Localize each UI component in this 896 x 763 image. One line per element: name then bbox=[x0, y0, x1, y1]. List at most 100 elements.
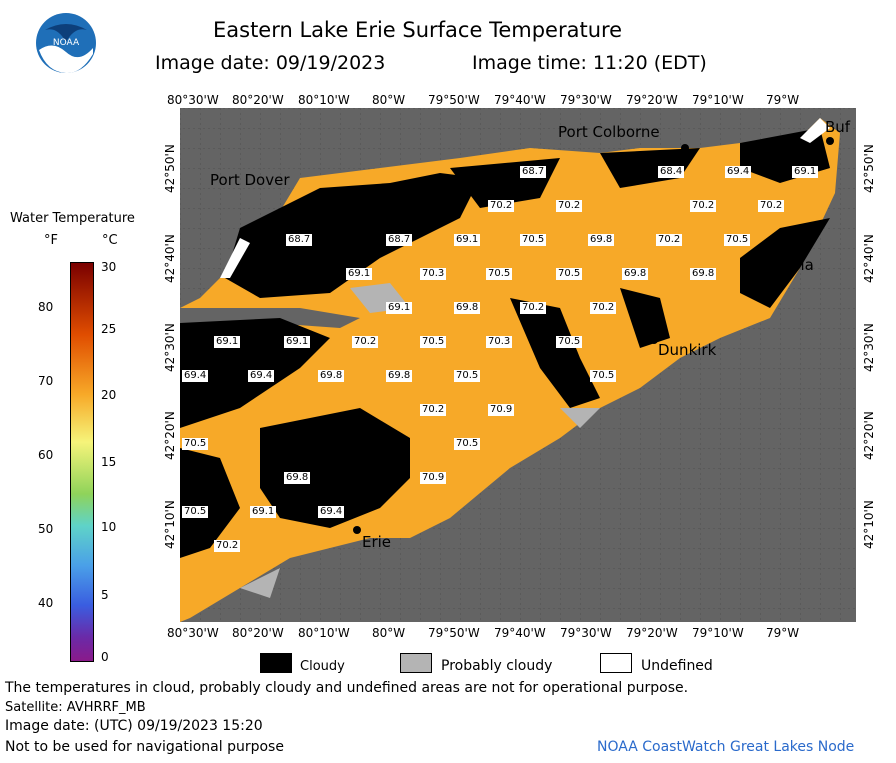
temp-label: 70.5 bbox=[182, 506, 209, 518]
footer-satellite: Satellite: AVHRRF_MB bbox=[5, 700, 146, 715]
temp-label: 70.5 bbox=[556, 336, 583, 348]
top-lon-tick: 79°W bbox=[766, 93, 800, 107]
city-label-erie: Erie bbox=[362, 533, 392, 551]
left-lat-tick: 42°20'N bbox=[163, 411, 177, 460]
legend-c-tick: 20 bbox=[101, 388, 117, 402]
city-label-buf: Buf bbox=[825, 118, 851, 136]
top-lon-tick: 79°30'W bbox=[560, 93, 612, 107]
bottom-lon-tick: 79°20'W bbox=[626, 626, 678, 640]
bottom-lon-tick: 79°10'W bbox=[692, 626, 744, 640]
page-title: Eastern Lake Erie Surface Temperature bbox=[213, 18, 623, 42]
top-lon-tick: 79°20'W bbox=[626, 93, 678, 107]
temp-label: 70.2 bbox=[656, 234, 683, 246]
probably-cloudy-label: Probably cloudy bbox=[441, 658, 553, 674]
footer-note: The temperatures in cloud, probably clou… bbox=[5, 680, 689, 696]
bottom-lon-tick: 79°30'W bbox=[560, 626, 612, 640]
temp-label: 70.9 bbox=[488, 404, 515, 416]
top-lon-tick: 80°20'W bbox=[232, 93, 284, 107]
legend-unit-c: °C bbox=[102, 233, 118, 248]
temp-label: 70.2 bbox=[520, 302, 547, 314]
temp-label: 70.5 bbox=[486, 268, 513, 280]
temp-label: 69.1 bbox=[284, 336, 311, 348]
legend-c-tick: 10 bbox=[101, 520, 117, 534]
temp-label: 70.2 bbox=[690, 200, 717, 212]
cloudy-swatch bbox=[260, 653, 292, 673]
temp-label: 70.5 bbox=[454, 438, 481, 450]
temp-label: 69.8 bbox=[622, 268, 649, 280]
cloudy-label: Cloudy bbox=[300, 659, 345, 674]
temp-label: 69.4 bbox=[248, 370, 275, 382]
temp-label: 70.3 bbox=[486, 336, 513, 348]
temp-label: 69.8 bbox=[454, 302, 481, 314]
temp-label: 69.1 bbox=[250, 506, 277, 518]
left-lat-tick: 42°40'N bbox=[163, 234, 177, 283]
temp-label: 69.8 bbox=[318, 370, 345, 382]
left-lat-tick: 42°10'N bbox=[163, 500, 177, 549]
legend-c-tick: 25 bbox=[101, 322, 117, 336]
temp-label: 70.5 bbox=[590, 370, 617, 382]
image-date: Image date: 09/19/2023 bbox=[155, 52, 386, 74]
temp-label: 68.7 bbox=[520, 166, 547, 178]
temp-label: 70.2 bbox=[556, 200, 583, 212]
legend-f-tick: 80 bbox=[38, 300, 54, 314]
temp-label: 70.9 bbox=[420, 472, 447, 484]
temp-label: 70.3 bbox=[420, 268, 447, 280]
right-lat-tick: 42°20'N bbox=[862, 411, 876, 460]
bottom-lon-tick: 80°20'W bbox=[232, 626, 284, 640]
image-time: Image time: 11:20 (EDT) bbox=[472, 52, 707, 74]
noaa-logo: NOAA bbox=[35, 12, 97, 74]
left-lat-tick: 42°30'N bbox=[163, 323, 177, 372]
temp-label: 70.2 bbox=[488, 200, 515, 212]
legend-unit-f: °F bbox=[44, 233, 58, 248]
temp-label: 70.2 bbox=[420, 404, 447, 416]
top-lon-tick: 79°10'W bbox=[692, 93, 744, 107]
legend-title: Water Temperature bbox=[10, 211, 135, 226]
undefined-swatch bbox=[600, 653, 632, 673]
city-label-angola: Angola bbox=[762, 256, 814, 274]
temp-label: 70.2 bbox=[352, 336, 379, 348]
temp-label: 69.1 bbox=[214, 336, 241, 348]
legend-c-tick: 5 bbox=[101, 588, 109, 602]
undefined-label: Undefined bbox=[641, 658, 713, 674]
map-svg bbox=[180, 108, 856, 622]
bottom-lon-tick: 80°30'W bbox=[167, 626, 219, 640]
logo-text: NOAA bbox=[53, 38, 80, 48]
top-lon-tick: 79°50'W bbox=[428, 93, 480, 107]
city-label-port-colborne: Port Colborne bbox=[558, 123, 660, 141]
temp-label: 69.8 bbox=[284, 472, 311, 484]
bottom-lon-tick: 80°10'W bbox=[298, 626, 350, 640]
temp-label: 69.4 bbox=[318, 506, 345, 518]
temp-label: 69.8 bbox=[386, 370, 413, 382]
temp-label: 70.2 bbox=[758, 200, 785, 212]
footer-credit: NOAA CoastWatch Great Lakes Node bbox=[597, 739, 855, 755]
right-lat-tick: 42°10'N bbox=[862, 500, 876, 549]
footer-image-date-utc: Image date: (UTC) 09/19/2023 15:20 bbox=[5, 718, 263, 734]
temp-label: 69.1 bbox=[346, 268, 373, 280]
top-lon-tick: 80°30'W bbox=[167, 93, 219, 107]
right-lat-tick: 42°30'N bbox=[862, 323, 876, 372]
temp-label: 70.5 bbox=[454, 370, 481, 382]
bottom-lon-tick: 79°50'W bbox=[428, 626, 480, 640]
color-scale-bar bbox=[70, 262, 94, 662]
temp-label: 68.7 bbox=[286, 234, 313, 246]
lake-map: Port Dover Port Colborne Buf Angola Dunk… bbox=[180, 108, 856, 622]
temp-label: 69.8 bbox=[588, 234, 615, 246]
temp-label: 70.5 bbox=[724, 234, 751, 246]
temp-label: 69.1 bbox=[454, 234, 481, 246]
legend-f-tick: 50 bbox=[38, 522, 54, 536]
probably-cloudy-swatch bbox=[400, 653, 432, 673]
temp-label: 70.5 bbox=[556, 268, 583, 280]
bottom-lon-tick: 80°W bbox=[372, 626, 406, 640]
legend-f-tick: 40 bbox=[38, 596, 54, 610]
temp-label: 70.2 bbox=[590, 302, 617, 314]
temp-label: 69.8 bbox=[690, 268, 717, 280]
top-lon-tick: 79°40'W bbox=[494, 93, 546, 107]
legend-f-tick: 70 bbox=[38, 374, 54, 388]
temp-label: 70.2 bbox=[214, 540, 241, 552]
right-lat-tick: 42°50'N bbox=[862, 144, 876, 193]
left-lat-tick: 42°50'N bbox=[163, 144, 177, 193]
footer-nav-warning: Not to be used for navigational purpose bbox=[5, 739, 284, 755]
legend-c-tick: 30 bbox=[101, 260, 117, 274]
temp-label: 69.1 bbox=[386, 302, 413, 314]
top-lon-tick: 80°10'W bbox=[298, 93, 350, 107]
